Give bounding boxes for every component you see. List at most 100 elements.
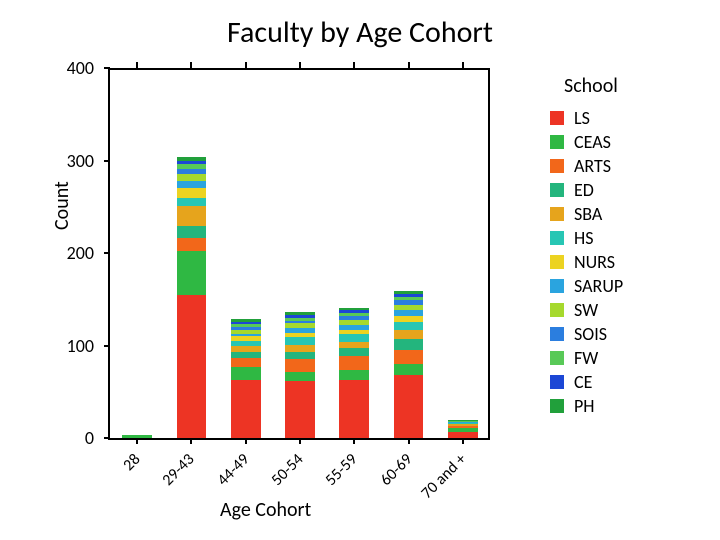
y-tick-label: 300 — [67, 150, 94, 172]
legend-title: School — [564, 74, 623, 98]
legend-label: ARTS — [574, 155, 611, 177]
legend-swatch — [550, 327, 564, 341]
bar-segment — [339, 380, 369, 438]
plot-area — [108, 68, 490, 440]
bar-segment — [285, 352, 315, 359]
legend-item: LS — [540, 106, 623, 130]
bar-segment — [231, 380, 261, 438]
y-tick-label: 200 — [67, 242, 94, 264]
legend-item: CE — [540, 370, 623, 394]
x-tick-top — [408, 62, 410, 68]
y-tick — [104, 160, 110, 162]
legend-swatch — [550, 111, 564, 125]
legend-item: SBA — [540, 202, 623, 226]
bar-segment — [285, 372, 315, 380]
legend-swatch — [550, 399, 564, 413]
legend-label: CEAS — [574, 131, 611, 153]
bar-segment — [394, 322, 424, 329]
y-tick — [104, 252, 110, 254]
x-tick-top — [462, 62, 464, 68]
bar-segment — [285, 359, 315, 372]
bar-stack — [339, 308, 369, 438]
bar-segment — [394, 330, 424, 339]
legend-item: HS — [540, 226, 623, 250]
x-tick-top — [190, 62, 192, 68]
x-tick-label: 44-49 — [213, 450, 253, 490]
y-axis-label: Count — [50, 181, 74, 230]
bar-stack — [394, 291, 424, 438]
legend-item: ED — [540, 178, 623, 202]
bar-segment — [285, 381, 315, 438]
legend-label: ED — [574, 179, 594, 201]
x-tick-top — [299, 62, 301, 68]
legend-label: SARUP — [574, 275, 623, 297]
x-axis-label: Age Cohort — [220, 498, 311, 522]
bar-segment — [394, 364, 424, 375]
x-tick-top — [245, 62, 247, 68]
legend-label: SOIS — [574, 323, 607, 345]
legend-label: LS — [574, 107, 590, 129]
bar-segment — [177, 238, 207, 251]
legend-item: SOIS — [540, 322, 623, 346]
legend-swatch — [550, 279, 564, 293]
bar-segment — [339, 356, 369, 371]
x-tick — [353, 438, 355, 444]
bar-segment — [177, 251, 207, 294]
legend-label: CE — [574, 371, 592, 393]
legend-swatch — [550, 303, 564, 317]
legend-label: HS — [574, 227, 594, 249]
legend-item: FW — [540, 346, 623, 370]
bar-segment — [231, 367, 261, 380]
bar-segment — [285, 337, 315, 344]
chart-title: Faculty by Age Cohort — [0, 14, 720, 51]
x-tick — [190, 438, 192, 444]
bar-stack — [448, 420, 478, 438]
bar-stack — [177, 157, 207, 438]
legend-swatch — [550, 375, 564, 389]
y-tick — [104, 67, 110, 69]
bar-segment — [177, 206, 207, 226]
bar-segment — [231, 358, 261, 367]
legend-item: PH — [540, 394, 623, 418]
legend-swatch — [550, 207, 564, 221]
x-tick-label: 29-43 — [159, 450, 199, 490]
legend-label: NURS — [574, 251, 615, 273]
x-tick — [245, 438, 247, 444]
bar-segment — [177, 226, 207, 238]
bar-segment — [394, 339, 424, 350]
y-tick-label: 0 — [85, 427, 94, 449]
bar-stack — [231, 319, 261, 438]
bar-segment — [177, 295, 207, 438]
bar-segment — [339, 348, 369, 355]
legend-item: SARUP — [540, 274, 623, 298]
bar-segment — [394, 350, 424, 364]
legend-item: NURS — [540, 250, 623, 274]
bar-stack — [285, 312, 315, 438]
x-tick-label: 28 — [120, 450, 145, 475]
legend-item: ARTS — [540, 154, 623, 178]
bar-segment — [177, 188, 207, 197]
legend-label: SW — [574, 299, 598, 321]
x-tick-top — [136, 62, 138, 68]
bar-segment — [177, 181, 207, 188]
legend-swatch — [550, 135, 564, 149]
legend-swatch — [550, 255, 564, 269]
x-tick — [408, 438, 410, 444]
x-tick-label: 60-69 — [376, 450, 416, 490]
bar-segment — [448, 432, 478, 438]
x-tick — [462, 438, 464, 444]
bar-stack — [122, 435, 152, 438]
y-tick — [104, 437, 110, 439]
bar-segment — [339, 370, 369, 379]
legend-item: SW — [540, 298, 623, 322]
legend-label: FW — [574, 347, 598, 369]
legend-swatch — [550, 183, 564, 197]
bar-segment — [339, 334, 369, 341]
x-tick-label: 50-54 — [268, 450, 308, 490]
bar-segment — [177, 198, 207, 206]
legend-swatch — [550, 159, 564, 173]
y-tick-label: 400 — [67, 57, 94, 79]
x-tick-top — [353, 62, 355, 68]
legend-label: SBA — [574, 203, 602, 225]
legend: School LSCEASARTSEDSBAHSNURSSARUPSWSOISF… — [540, 74, 623, 418]
